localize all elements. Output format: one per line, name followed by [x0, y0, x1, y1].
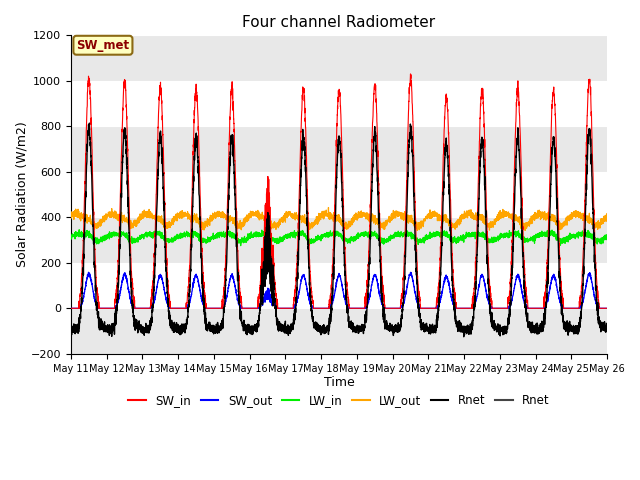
Bar	[71, 217, 607, 263]
LW_out	[429, 210, 437, 216]
LW_out	[604, 211, 611, 217]
Rnet	[460, 326, 467, 332]
Line: SW_out: SW_out	[71, 272, 607, 308]
SW_out	[490, 305, 497, 311]
SW_in	[429, 305, 437, 311]
Line: LW_in: LW_in	[71, 230, 607, 246]
SW_in	[604, 305, 611, 311]
SW_out	[84, 269, 92, 275]
LW_in	[164, 237, 172, 242]
LW_out	[319, 211, 326, 216]
LW_in	[603, 234, 611, 240]
Rnet	[604, 326, 611, 332]
Text: SW_met: SW_met	[76, 39, 129, 52]
Rnet	[67, 328, 75, 334]
SW_in	[460, 305, 467, 311]
LW_out	[603, 213, 611, 218]
LW_in	[429, 234, 437, 240]
SW_out	[603, 305, 611, 311]
Bar	[71, 36, 607, 81]
Rnet	[460, 334, 468, 340]
SW_out	[164, 300, 172, 305]
SW_out	[429, 305, 437, 311]
SW_out	[460, 305, 467, 311]
Rnet	[319, 327, 327, 333]
LW_in	[460, 232, 467, 238]
SW_out	[67, 305, 75, 311]
SW_in	[490, 305, 497, 311]
Y-axis label: Solar Radiation (W/m2): Solar Radiation (W/m2)	[15, 122, 28, 267]
SW_in	[603, 305, 611, 311]
LW_in	[67, 237, 75, 242]
Rnet	[603, 328, 611, 334]
LW_out	[163, 226, 171, 231]
Rnet	[429, 324, 437, 330]
LW_in	[604, 233, 611, 239]
Line: LW_out: LW_out	[71, 207, 607, 230]
Title: Four channel Radiometer: Four channel Radiometer	[243, 15, 436, 30]
X-axis label: Time: Time	[324, 376, 355, 389]
Rnet	[164, 289, 172, 295]
LW_out	[460, 213, 467, 219]
SW_out	[604, 305, 611, 311]
SW_out	[319, 305, 327, 311]
Bar	[71, 126, 607, 172]
Bar	[71, 308, 607, 354]
Rnet	[86, 120, 93, 126]
LW_in	[76, 227, 83, 233]
Line: Rnet: Rnet	[71, 123, 607, 337]
LW_in	[490, 236, 497, 242]
SW_in	[163, 271, 171, 277]
LW_in	[237, 243, 244, 249]
LW_out	[413, 228, 421, 233]
LW_in	[319, 232, 327, 238]
SW_in	[406, 71, 414, 77]
Rnet	[490, 320, 497, 326]
Line: SW_in: SW_in	[71, 74, 607, 308]
LW_out	[324, 204, 332, 210]
LW_out	[67, 216, 75, 221]
LW_out	[490, 222, 497, 228]
SW_in	[67, 305, 75, 311]
SW_in	[319, 305, 326, 311]
Legend: SW_in, SW_out, LW_in, LW_out, Rnet, Rnet: SW_in, SW_out, LW_in, LW_out, Rnet, Rnet	[124, 389, 554, 411]
